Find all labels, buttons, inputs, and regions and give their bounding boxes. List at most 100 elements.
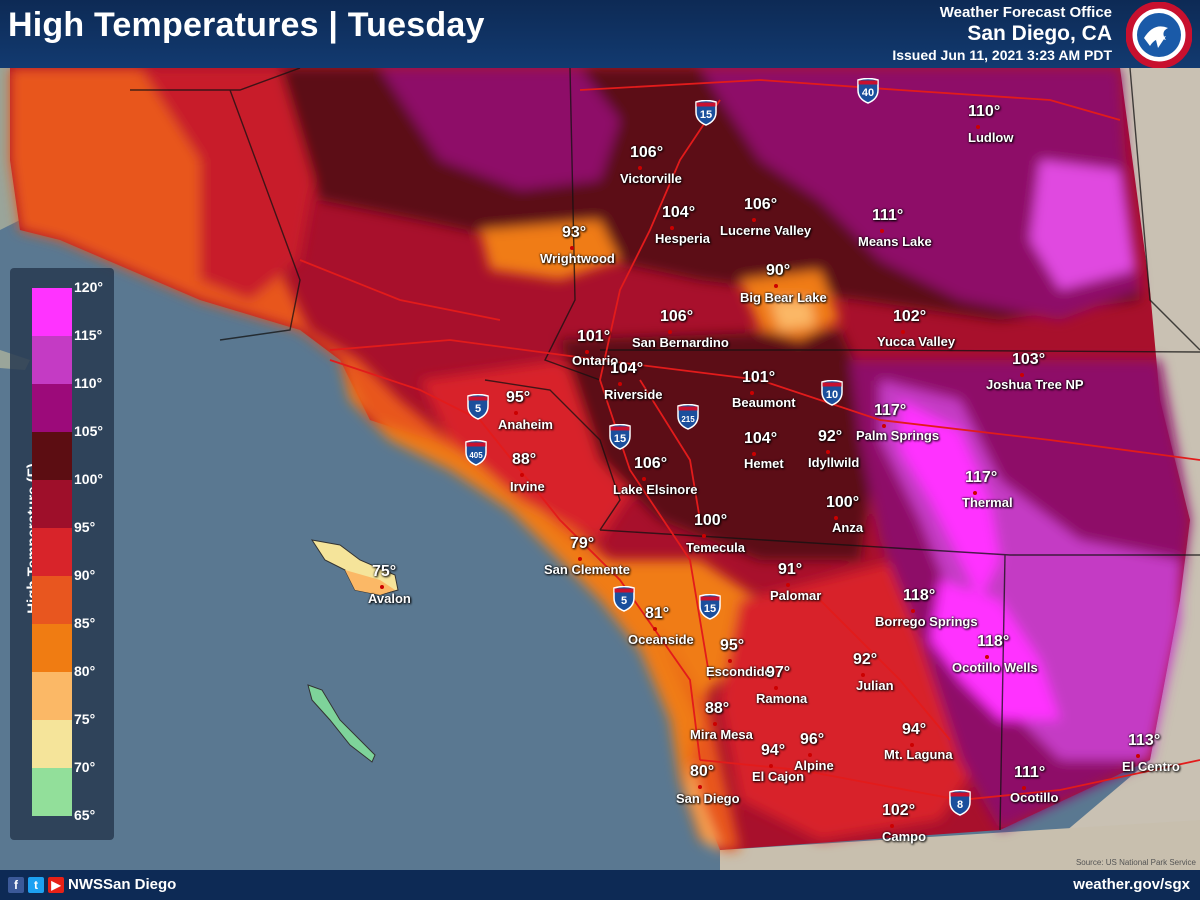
- office-label: Weather Forecast Office: [939, 4, 1112, 21]
- issued-timestamp: Issued Jun 11, 2021 3:23 AM PDT: [892, 47, 1112, 63]
- legend-swatch: [32, 720, 72, 768]
- city-marker: [774, 686, 778, 690]
- twitter-icon[interactable]: t: [28, 877, 44, 893]
- city-marker: [752, 218, 756, 222]
- city-temp: 100°: [826, 494, 860, 511]
- office-block: Weather Forecast Office San Diego, CA Is…: [892, 4, 1112, 63]
- facebook-icon[interactable]: f: [8, 877, 24, 893]
- city-temp: 88°: [705, 700, 730, 717]
- city-temp: 103°: [1012, 351, 1046, 368]
- border-state: [1129, 68, 1200, 351]
- city-name: Wrightwood: [540, 251, 615, 266]
- city-temp: 111°: [872, 207, 904, 224]
- border-riverside-south: [599, 529, 1200, 556]
- city-temp: 91°: [778, 561, 803, 578]
- city-marker: [890, 824, 894, 828]
- city-marker: [769, 764, 773, 768]
- office-city: San Diego, CA: [967, 22, 1112, 45]
- interstate-number: 8: [957, 799, 963, 811]
- city-name: Hesperia: [655, 231, 710, 246]
- city-temp: 94°: [761, 742, 786, 759]
- legend-label: 115°: [74, 327, 103, 343]
- city-marker: [698, 785, 702, 789]
- city-name: Joshua Tree NP: [986, 377, 1084, 392]
- city-marker: [668, 330, 672, 334]
- road-i15-north: [599, 99, 721, 681]
- interstate-shield-icon: 15: [695, 100, 717, 126]
- city-temp: 104°: [610, 360, 644, 377]
- city-name: San Bernardino: [632, 335, 729, 350]
- city-name: Ontario: [572, 353, 619, 368]
- road-215: [639, 379, 701, 521]
- website-link[interactable]: weather.gov/sgx: [1073, 876, 1190, 893]
- city-name: Temecula: [686, 540, 746, 555]
- interstate-number: 40: [862, 87, 874, 99]
- city-temp: 113°: [1128, 732, 1161, 749]
- city-temp: 118°: [977, 633, 1010, 650]
- social-handle[interactable]: NWSSan Diego: [68, 876, 177, 893]
- legend-label: 80°: [74, 663, 96, 679]
- city-marker: [750, 391, 754, 395]
- city-temp: 88°: [512, 451, 537, 468]
- interstate-number: 15: [700, 109, 712, 121]
- youtube-icon[interactable]: ▶: [48, 877, 64, 893]
- legend-label: 95°: [74, 519, 96, 535]
- heat-inland-orange: [600, 560, 760, 700]
- city-temp: 101°: [577, 328, 611, 345]
- city-temp: 106°: [634, 455, 668, 472]
- san-clemente-island: [307, 684, 376, 763]
- map-source-credit: Source: US National Park Service: [1075, 858, 1196, 867]
- city-name: Julian: [856, 678, 894, 693]
- city-name: Ocotillo Wells: [952, 660, 1038, 675]
- interstate-number: 5: [475, 403, 481, 415]
- legend-swatch: [32, 624, 72, 672]
- legend-swatch: [32, 336, 72, 384]
- city-temp: 111°: [1014, 764, 1046, 781]
- legend-swatch: [32, 672, 72, 720]
- heat-southsd-red: [720, 560, 980, 840]
- city-marker: [786, 583, 790, 587]
- legend-swatch: [32, 432, 72, 480]
- footer-bar: f t ▶ NWSSan Diego weather.gov/sgx: [0, 870, 1200, 900]
- city-temp: 92°: [818, 428, 843, 445]
- city-name: Oceanside: [628, 632, 694, 647]
- legend-label: 110°: [74, 375, 103, 391]
- city-marker: [578, 557, 582, 561]
- city-temp: 106°: [744, 196, 778, 213]
- heat-highdesert-purple: [380, 68, 620, 190]
- city-marker: [514, 411, 518, 415]
- road-regional-a: [299, 259, 501, 321]
- border-county-north: [130, 68, 301, 91]
- road-i5: [329, 359, 701, 761]
- city-marker: [618, 382, 622, 386]
- interstate-shield-icon: 8: [949, 790, 971, 816]
- city-temp: 90°: [766, 262, 791, 279]
- city-name: El Centro: [1122, 759, 1180, 774]
- legend-swatch: [32, 384, 72, 432]
- legend-label: 100°: [74, 471, 103, 487]
- city-marker: [861, 673, 865, 677]
- heat-coachella-magenta: [900, 400, 1000, 600]
- city-marker: [880, 229, 884, 233]
- city-name: Anza: [832, 520, 864, 535]
- city-temp: 79°: [570, 535, 595, 552]
- legend-swatch: [32, 288, 72, 336]
- city-name: Lucerne Valley: [720, 223, 812, 238]
- city-name: San Diego: [676, 791, 740, 806]
- city-marker: [638, 166, 642, 170]
- city-marker: [1136, 754, 1140, 758]
- terrain-east: [1020, 68, 1200, 870]
- city-marker: [910, 743, 914, 747]
- city-marker: [728, 659, 732, 663]
- border-la-sb: [544, 68, 601, 381]
- city-marker: [1022, 786, 1026, 790]
- city-temp: 96°: [800, 731, 825, 748]
- city-name: Thermal: [962, 495, 1013, 510]
- heat-coast-orange: [10, 68, 740, 850]
- heat-mojave-magenta: [1030, 160, 1135, 290]
- temperature-legend: High Temperature (F) 120°115°110°105°100…: [10, 268, 114, 840]
- city-name: Borrego Springs: [875, 614, 978, 629]
- city-marker: [702, 534, 706, 538]
- road-i10: [329, 339, 1200, 461]
- city-name: Campo: [882, 829, 927, 844]
